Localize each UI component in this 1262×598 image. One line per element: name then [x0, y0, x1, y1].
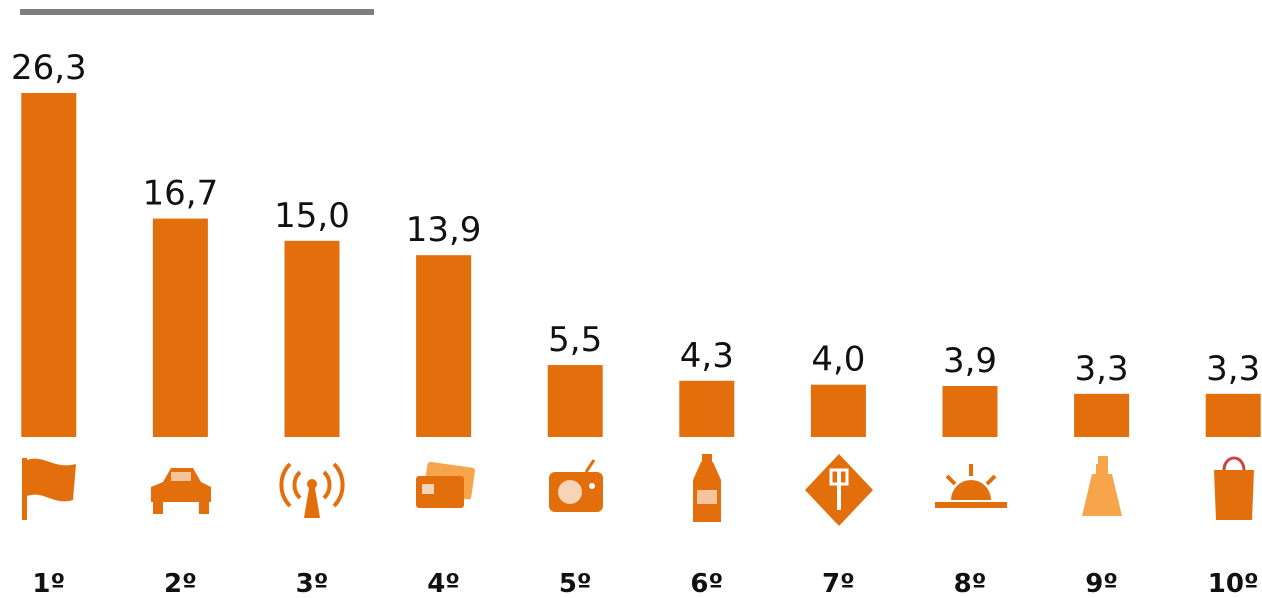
icon-food — [805, 454, 873, 526]
category-label: 2º — [164, 569, 197, 598]
category-label: 9º — [1085, 569, 1118, 598]
category-label: 5º — [559, 569, 592, 598]
bar — [284, 240, 340, 437]
bar — [679, 380, 735, 437]
value-label: 3,3 — [1075, 349, 1129, 389]
bar — [416, 255, 472, 437]
value-label: 16,7 — [143, 174, 219, 214]
bar — [942, 385, 998, 437]
value-label: 4,3 — [680, 336, 734, 376]
header-rule — [20, 9, 374, 15]
icon-radio — [549, 459, 603, 512]
value-label: 13,9 — [406, 210, 482, 250]
bar — [1074, 393, 1130, 437]
icon-flag — [22, 458, 76, 520]
icon-antenna — [279, 462, 345, 518]
bar — [547, 365, 603, 437]
bar — [21, 93, 77, 437]
icons — [22, 454, 1254, 526]
icon-car — [151, 468, 211, 514]
category-label: 6º — [690, 569, 723, 598]
icon-bottle — [693, 454, 721, 522]
icon-bag — [1214, 456, 1254, 520]
category-label: 10º — [1208, 569, 1259, 598]
value-label: 5,5 — [548, 320, 602, 360]
value-label: 4,0 — [811, 340, 865, 380]
icon-cards — [416, 461, 475, 508]
bar — [152, 218, 208, 437]
value-label: 3,9 — [943, 341, 997, 381]
value-label: 15,0 — [274, 196, 350, 236]
category-label: 4º — [427, 569, 460, 598]
category-label: 8º — [954, 569, 987, 598]
icon-lotion — [1082, 456, 1122, 516]
value-label: 3,3 — [1206, 349, 1260, 389]
bar — [810, 384, 866, 437]
value-label: 26,3 — [11, 48, 87, 88]
category-label: 3º — [296, 569, 329, 598]
bar — [1205, 393, 1261, 437]
category-label: 7º — [822, 569, 855, 598]
icon-sun — [935, 464, 1007, 508]
category-label: 1º — [32, 569, 65, 598]
